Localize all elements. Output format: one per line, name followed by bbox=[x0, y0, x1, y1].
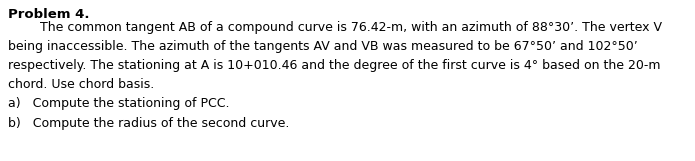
Text: being inaccessible. The azimuth of the tangents AV and VB was measured to be 67°: being inaccessible. The azimuth of the t… bbox=[8, 39, 638, 52]
Text: chord. Use chord basis.: chord. Use chord basis. bbox=[8, 77, 154, 90]
Text: Problem 4.: Problem 4. bbox=[8, 8, 90, 20]
Text: a)   Compute the stationing of PCC.: a) Compute the stationing of PCC. bbox=[8, 98, 229, 110]
Text: The common tangent AB of a compound curve is 76.42-m, with an azimuth of 88°30’.: The common tangent AB of a compound curv… bbox=[8, 20, 662, 33]
Text: respectively. The stationing at A is 10+010.46 and the degree of the first curve: respectively. The stationing at A is 10+… bbox=[8, 58, 660, 71]
Text: b)   Compute the radius of the second curve.: b) Compute the radius of the second curv… bbox=[8, 117, 289, 129]
